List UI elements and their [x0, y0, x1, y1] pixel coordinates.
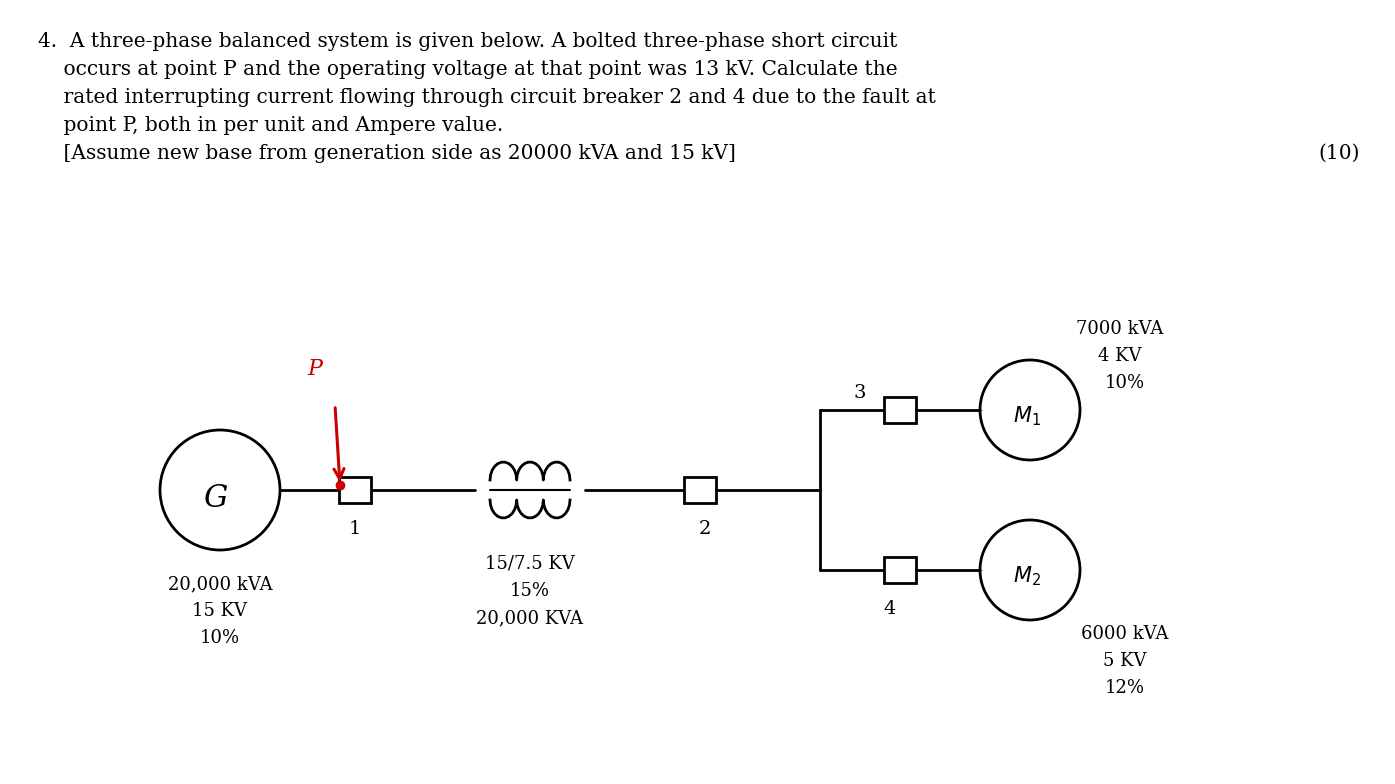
Text: 15/7.5 KV: 15/7.5 KV: [485, 555, 575, 573]
Text: 2: 2: [699, 520, 711, 538]
Bar: [884, 397, 917, 423]
Text: 5 KV: 5 KV: [1103, 652, 1147, 670]
Text: rated interrupting current flowing through circuit breaker 2 and 4 due to the fa: rated interrupting current flowing throu…: [38, 88, 936, 107]
Text: $M_2$: $M_2$: [1013, 564, 1041, 588]
Text: 6000 kVA: 6000 kVA: [1081, 625, 1169, 643]
Text: 1: 1: [349, 520, 361, 538]
Text: [Assume new base from generation side as 20000 kVA and 15 kV]: [Assume new base from generation side as…: [38, 144, 737, 163]
Text: 12%: 12%: [1105, 679, 1145, 697]
Text: G: G: [202, 482, 227, 514]
Text: $M_1$: $M_1$: [1013, 405, 1041, 428]
Bar: [339, 477, 371, 503]
Text: 15%: 15%: [511, 582, 550, 600]
Text: 15 KV: 15 KV: [193, 602, 247, 620]
Text: P: P: [307, 358, 322, 380]
Text: 10%: 10%: [199, 629, 240, 647]
Text: occurs at point P and the operating voltage at that point was 13 kV. Calculate t: occurs at point P and the operating volt…: [38, 60, 897, 79]
Text: (10): (10): [1318, 144, 1360, 163]
Text: 20,000 kVA: 20,000 kVA: [167, 575, 272, 593]
Text: 20,000 KVA: 20,000 KVA: [477, 609, 583, 627]
Text: 7000 kVA: 7000 kVA: [1077, 320, 1163, 338]
Text: 4 KV: 4 KV: [1098, 347, 1141, 365]
Text: 3: 3: [854, 384, 866, 402]
Text: point P, both in per unit and Ampere value.: point P, both in per unit and Ampere val…: [38, 116, 504, 135]
Text: 4: 4: [884, 600, 896, 618]
Text: 10%: 10%: [1105, 374, 1145, 392]
Bar: [684, 477, 716, 503]
Bar: [884, 557, 917, 583]
Text: 4.  A three-phase balanced system is given below. A bolted three-phase short cir: 4. A three-phase balanced system is give…: [38, 32, 897, 51]
